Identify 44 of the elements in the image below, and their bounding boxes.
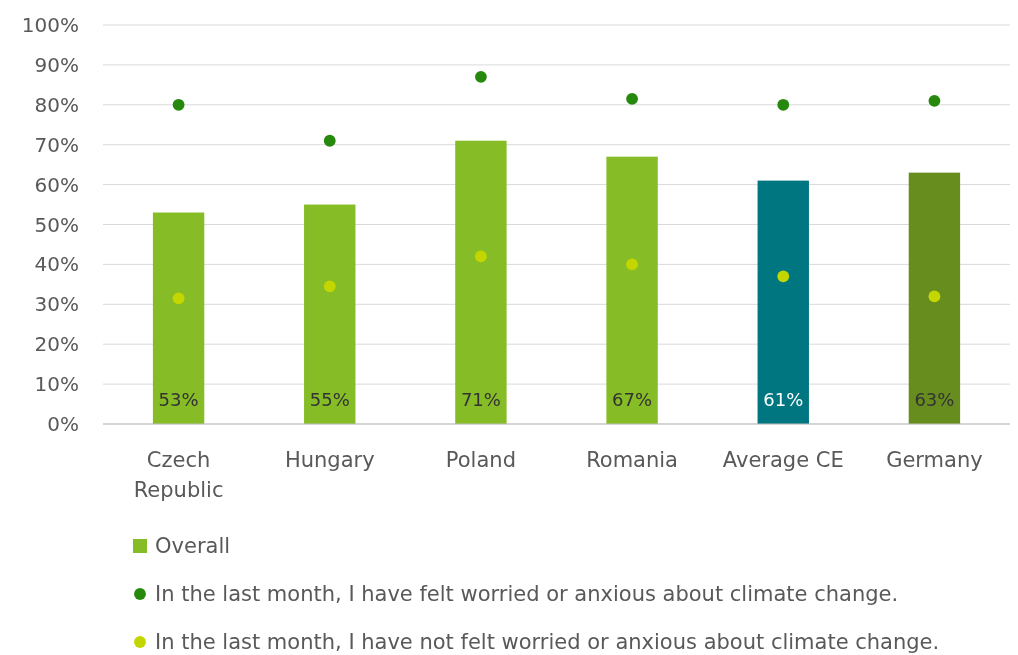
data-label: 53%	[158, 389, 199, 410]
point	[777, 98, 790, 111]
point	[172, 98, 185, 111]
bar	[606, 156, 658, 424]
legend-label: In the last month, I have not felt worried or anxious about climate change.	[155, 630, 940, 655]
data-label: 67%	[612, 389, 653, 410]
y-tick-label: 70%	[34, 132, 79, 157]
data-label: 71%	[460, 389, 501, 410]
bar	[152, 212, 205, 424]
data-label: 61%	[763, 389, 804, 410]
point	[172, 292, 185, 305]
x-tick-label: Hungary	[284, 448, 375, 472]
point	[323, 280, 336, 293]
bar	[304, 204, 356, 424]
y-tick-label: 80%	[34, 92, 79, 117]
y-tick-label: 40%	[34, 252, 79, 277]
bar	[757, 180, 809, 424]
y-tick-label: 20%	[34, 332, 79, 357]
y-tick-label: 0%	[47, 412, 79, 436]
point	[928, 94, 941, 107]
x-tick-label: Czech Republic	[133, 448, 224, 502]
y-tick-label: 60%	[34, 172, 79, 197]
x-tick-label: Average CE	[722, 448, 844, 472]
legend-label: In the last month, I have felt worried or anxious about climate change.	[155, 582, 899, 607]
y-tick-label: 10%	[34, 372, 79, 397]
y-tick-label: 100%	[21, 13, 79, 37]
y-tick-label: 50%	[34, 212, 79, 237]
bar	[908, 172, 961, 424]
legend-label: Overall	[155, 534, 231, 559]
data-label: 55%	[309, 389, 350, 410]
x-tick-label: Poland	[445, 448, 516, 472]
point	[475, 250, 487, 263]
point	[928, 290, 941, 303]
y-tick-label: 90%	[34, 52, 79, 77]
y-tick-label: 30%	[34, 292, 79, 317]
point	[323, 134, 336, 147]
point	[626, 258, 638, 271]
x-tick-label: Romania	[586, 448, 679, 472]
x-tick-label: Germany	[886, 448, 983, 472]
bar	[455, 140, 507, 424]
point	[777, 270, 790, 283]
data-label: 63%	[914, 389, 955, 410]
point	[626, 92, 638, 105]
point	[475, 70, 487, 83]
